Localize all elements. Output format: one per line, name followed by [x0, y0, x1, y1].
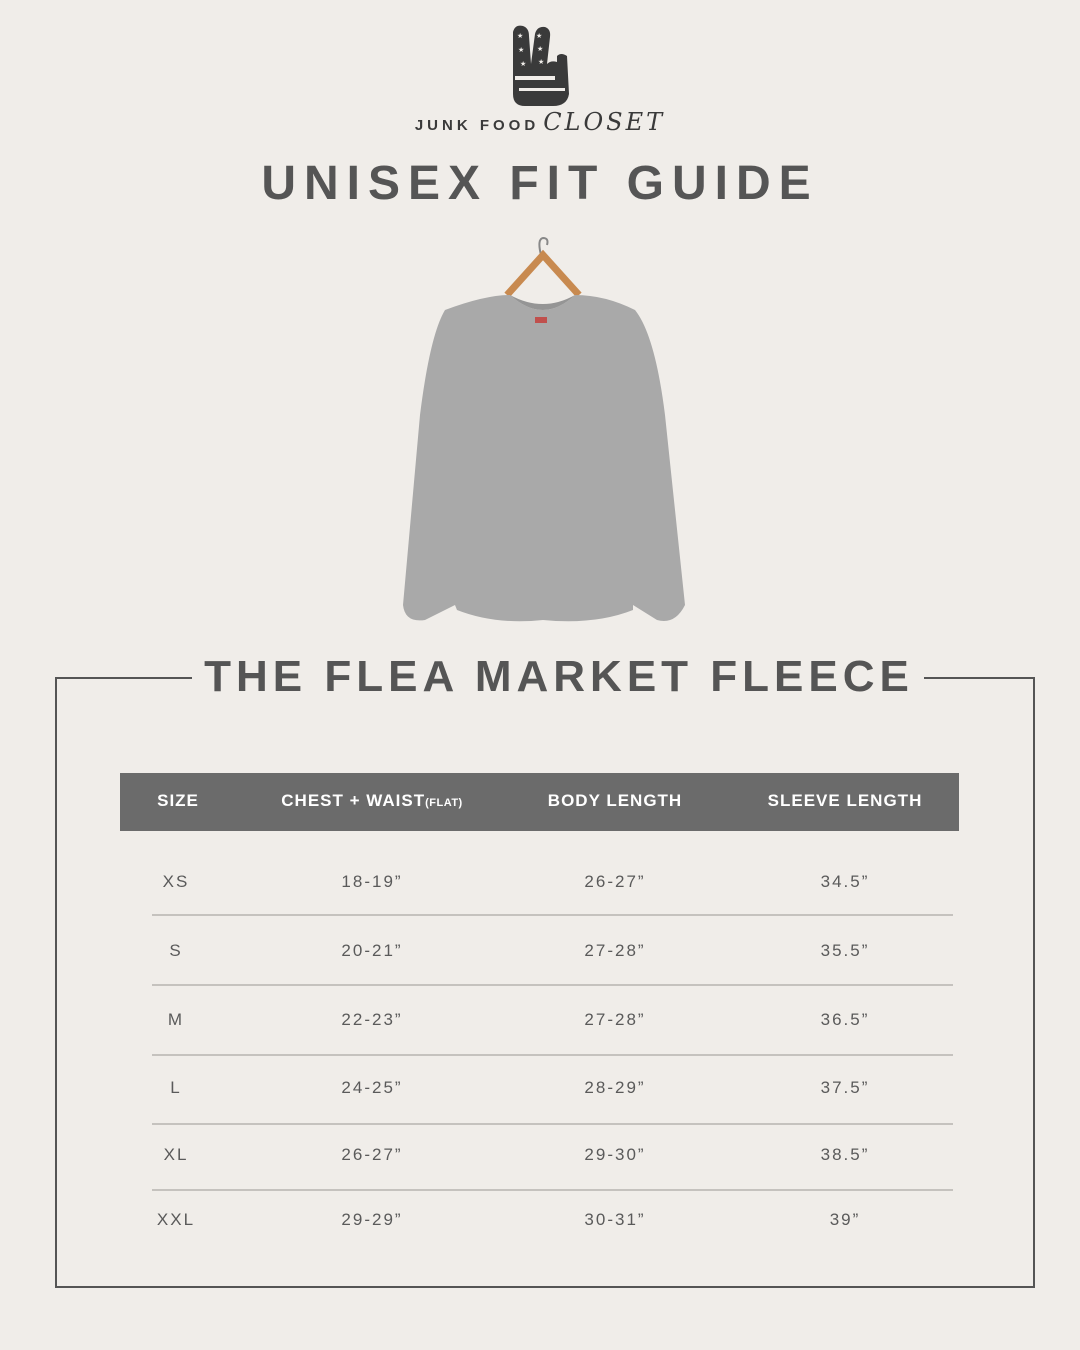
- cell-chest-waist: 20-21”: [341, 941, 403, 960]
- brand-name-part1: JUNK FOOD: [414, 117, 540, 134]
- cell-body-length: 26-27”: [584, 872, 646, 891]
- cell-size: XS: [162, 872, 190, 891]
- cell-size: L: [170, 1078, 182, 1097]
- row-divider: [152, 1189, 953, 1191]
- header-size: SIZE: [157, 791, 199, 810]
- row-divider: [152, 914, 953, 916]
- table-row: XXL 29-29” 30-31” 39”: [0, 1210, 1080, 1240]
- header-chest-waist-label: CHEST + WAIST: [281, 791, 426, 810]
- brand-name-part2: CLOSET: [543, 108, 666, 136]
- cell-chest-waist: 29-29”: [341, 1210, 403, 1229]
- header-chest-waist-suffix: (FLAT): [425, 797, 463, 809]
- cell-size: XXL: [156, 1210, 196, 1229]
- table-row: XL 26-27” 29-30” 38.5”: [0, 1145, 1080, 1175]
- row-divider: [152, 984, 953, 986]
- frame-divider: [55, 677, 192, 679]
- cell-body-length: 30-31”: [584, 1210, 646, 1229]
- cell-body-length: 27-28”: [584, 1010, 646, 1029]
- frame-divider: [924, 677, 1033, 679]
- cell-chest-waist: 18-19”: [341, 872, 403, 891]
- page-title: UNISEX FIT GUIDE: [261, 157, 819, 210]
- table-row: M 22-23” 27-28” 36.5”: [0, 1010, 1080, 1040]
- cell-body-length: 27-28”: [584, 941, 646, 960]
- cell-body-length: 28-29”: [584, 1078, 646, 1097]
- cell-sleeve-length: 39”: [829, 1210, 861, 1229]
- brand-wordmark: JUNK FOOD CLOSET: [0, 108, 1080, 136]
- svg-text:★: ★: [518, 46, 524, 54]
- svg-text:★: ★: [538, 58, 544, 66]
- table-row: S 20-21” 27-28” 35.5”: [0, 941, 1080, 971]
- svg-text:★: ★: [536, 32, 542, 40]
- peace-hand-logo-icon: ★ ★ ★ ★ ★ ★: [513, 25, 569, 107]
- row-divider: [152, 1054, 953, 1056]
- row-divider: [152, 1123, 953, 1125]
- cell-body-length: 29-30”: [584, 1145, 646, 1164]
- product-name: THE FLEA MARKET FLEECE: [204, 652, 914, 701]
- svg-text:★: ★: [537, 45, 543, 53]
- table-header: SIZE CHEST + WAIST(FLAT) BODY LENGTH SLE…: [120, 773, 959, 831]
- table-row: L 24-25” 28-29” 37.5”: [0, 1078, 1080, 1108]
- header-sleeve-length: SLEEVE LENGTH: [767, 791, 923, 810]
- sweatshirt-image: [403, 236, 685, 622]
- cell-sleeve-length: 35.5”: [820, 941, 870, 960]
- cell-chest-waist: 24-25”: [341, 1078, 403, 1097]
- svg-text:★: ★: [520, 60, 526, 68]
- size-chart-frame: [55, 677, 1035, 1288]
- cell-size: S: [169, 941, 183, 960]
- cell-sleeve-length: 38.5”: [820, 1145, 870, 1164]
- table-row: XS 18-19” 26-27” 34.5”: [0, 872, 1080, 902]
- cell-sleeve-length: 34.5”: [820, 872, 870, 891]
- cell-chest-waist: 26-27”: [341, 1145, 403, 1164]
- cell-size: XL: [163, 1145, 189, 1164]
- header-chest-waist: CHEST + WAIST(FLAT): [281, 773, 462, 831]
- cell-sleeve-length: 36.5”: [820, 1010, 870, 1029]
- cell-sleeve-length: 37.5”: [820, 1078, 870, 1097]
- svg-text:★: ★: [517, 32, 523, 40]
- cell-size: M: [167, 1010, 185, 1029]
- cell-chest-waist: 22-23”: [341, 1010, 403, 1029]
- header-body-length: BODY LENGTH: [547, 791, 683, 810]
